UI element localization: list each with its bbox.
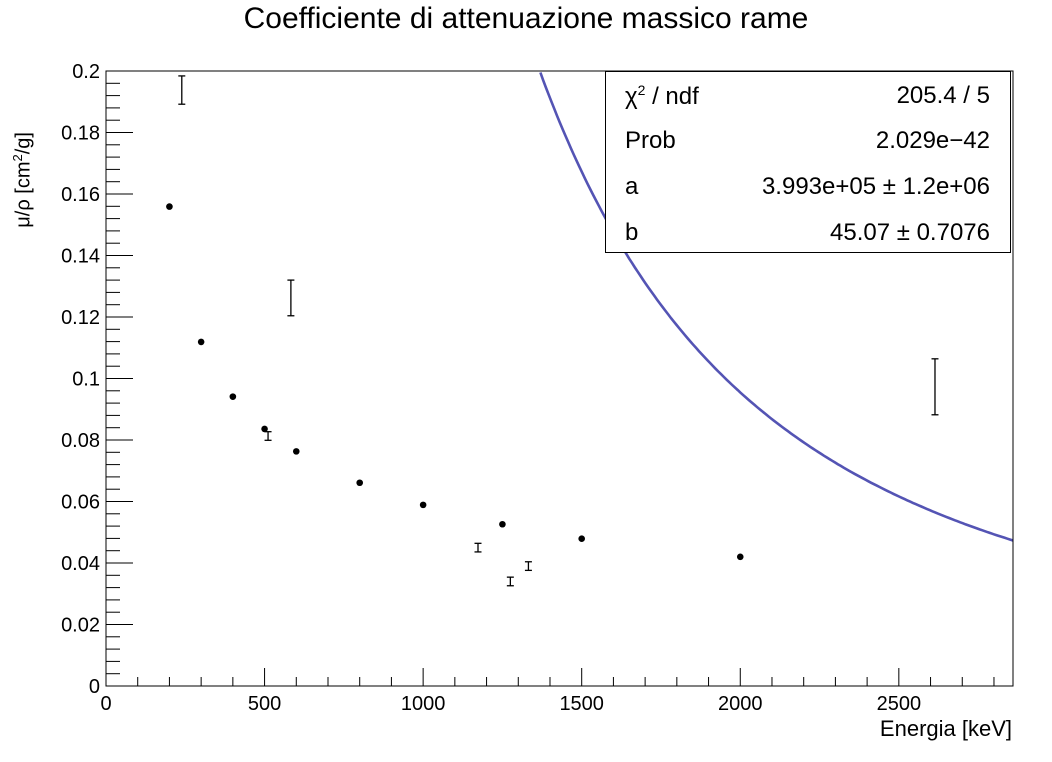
stats-key: Prob: [625, 127, 676, 154]
stats-key: b: [625, 219, 639, 246]
error-bar-point: [287, 279, 295, 317]
y-tick-label: 0.14: [61, 246, 100, 268]
stats-key: a: [625, 173, 639, 200]
y-tick-label: 0.2: [72, 61, 100, 83]
data-point: [736, 553, 744, 561]
data-point: [292, 448, 300, 455]
stats-key: χ2 / ndf: [625, 82, 699, 110]
stats-row-chi2: χ2 / ndf 205.4 / 5: [606, 72, 1010, 118]
y-tick-label: 0.12: [61, 307, 100, 329]
stats-value: 2.029e−42: [875, 127, 990, 154]
chart-title: Coefficiente di attenuazione massico ram…: [243, 2, 809, 35]
data-point: [261, 425, 268, 433]
data-point: [166, 203, 173, 210]
error-bar-point: [931, 358, 939, 416]
y-tick-label: 0.02: [61, 615, 100, 637]
stats-row-prob: Prob 2.029e−42: [606, 117, 1010, 163]
stats-row-a: a 3.993e+05 ± 1.2e+06: [606, 163, 1010, 209]
fit-stats-box: χ2 / ndf 205.4 / 5 Prob 2.029e−42 a 3.99…: [605, 71, 1011, 253]
data-point: [197, 338, 205, 346]
y-tick-label: 0.08: [61, 430, 100, 452]
x-tick-label: 2500: [877, 693, 922, 715]
stats-value: 3.993e+05 ± 1.2e+06: [761, 173, 990, 200]
stats-value: 205.4 / 5: [896, 82, 990, 109]
y-tick-label: 0.1: [72, 369, 100, 391]
y-axis-label: μ/ρ [cm2/g]: [10, 132, 35, 228]
y-tick-label: 0: [89, 676, 100, 698]
data-point: [499, 520, 506, 528]
x-tick-label: 1500: [559, 693, 604, 715]
data-point: [356, 479, 364, 487]
y-tick-label: 0.04: [61, 553, 100, 575]
stats-row-b: b 45.07 ± 0.7076: [606, 209, 1010, 255]
error-bar-point: [506, 576, 514, 587]
x-axis-label: Energia [keV]: [879, 716, 1012, 741]
data-point: [578, 535, 585, 543]
error-bar-point: [178, 75, 186, 105]
stats-value: 45.07 ± 0.7076: [830, 219, 990, 246]
y-tick-label: 0.06: [61, 492, 100, 514]
y-tick-label: 0.16: [61, 184, 100, 206]
data-point: [419, 501, 427, 509]
x-tick-label: 1000: [401, 693, 446, 715]
points-layer: [166, 75, 939, 587]
y-tick-label: 0.18: [61, 123, 100, 145]
x-tick-label: 0: [100, 693, 111, 715]
axes-layer: 0 500 1000 1500 2000 2500 0 0.02 0.04 0.06 0.08 0.1…: [61, 61, 1014, 715]
data-point: [229, 393, 237, 400]
error-bar-point: [264, 431, 272, 441]
error-bar-point: [524, 561, 532, 572]
x-tick-label: 500: [248, 693, 281, 715]
x-tick-label: 2000: [718, 693, 763, 715]
error-bar-point: [474, 542, 482, 553]
